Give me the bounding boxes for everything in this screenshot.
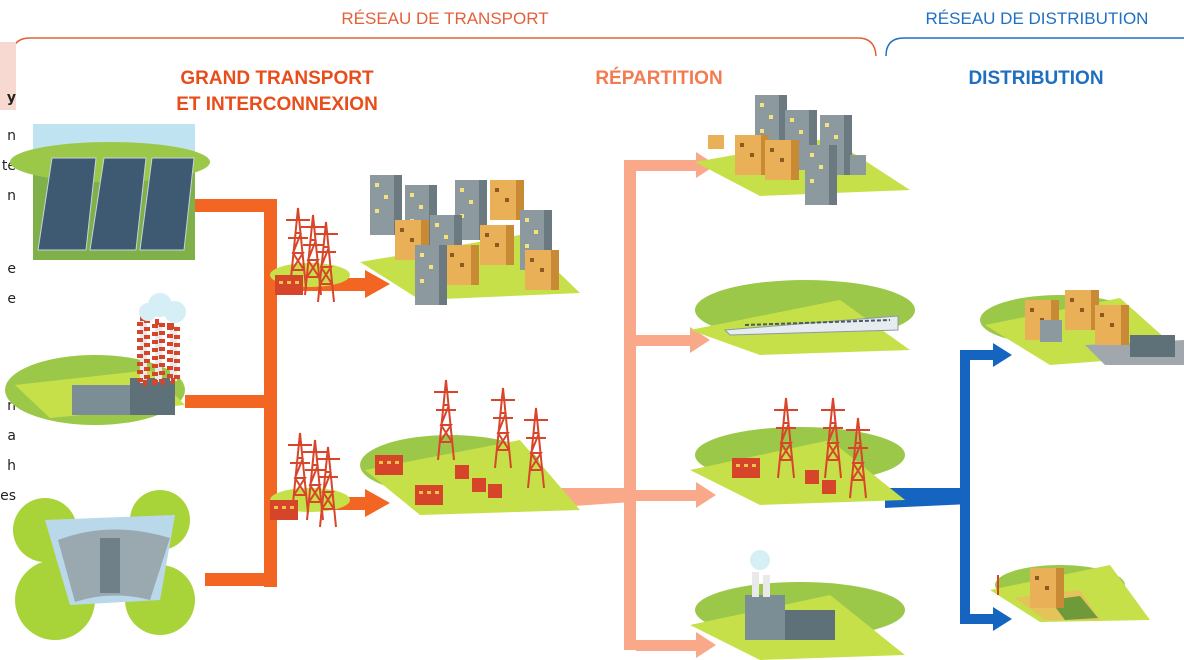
- farm: [990, 565, 1150, 622]
- transport-bracket: [12, 38, 876, 56]
- pylons: [270, 208, 350, 527]
- solar-farm: [10, 124, 210, 260]
- fragment: y: [7, 90, 16, 106]
- section-title: RÉPARTITION: [595, 67, 722, 89]
- distribution-lines: [885, 343, 1012, 631]
- repartition-lines: [545, 152, 716, 658]
- transport-lines: [185, 199, 390, 587]
- fragment: es: [0, 488, 16, 504]
- village: [980, 290, 1184, 365]
- fragment: n: [7, 188, 16, 204]
- section-title: DISTRIBUTION: [968, 68, 1103, 89]
- factory: [690, 550, 905, 660]
- town: [695, 95, 910, 205]
- fragment: h: [7, 458, 16, 474]
- fragment: e: [7, 261, 16, 277]
- distribution-network-label: RÉSEAU DE DISTRIBUTION: [926, 9, 1149, 28]
- side-text: y n te n e e n a h es: [0, 90, 16, 504]
- distribution-bracket: [886, 38, 1184, 56]
- train: [690, 280, 915, 355]
- fragment: a: [7, 428, 16, 444]
- substation: [360, 380, 580, 515]
- section-title: GRAND TRANSPORT: [180, 68, 374, 89]
- diagram: RÉSEAU DE TRANSPORT RÉSEAU DE DISTRIBUTI…: [0, 0, 1184, 660]
- fragment: n: [7, 128, 16, 144]
- hydro-dam: [13, 490, 195, 640]
- section-title: ET INTERCONNEXION: [176, 94, 378, 115]
- transport-network-label: RÉSEAU DE TRANSPORT: [341, 9, 548, 28]
- substation: [690, 398, 905, 505]
- thermal-plant: [5, 293, 186, 425]
- fragment: e: [7, 291, 16, 307]
- city: [360, 175, 580, 305]
